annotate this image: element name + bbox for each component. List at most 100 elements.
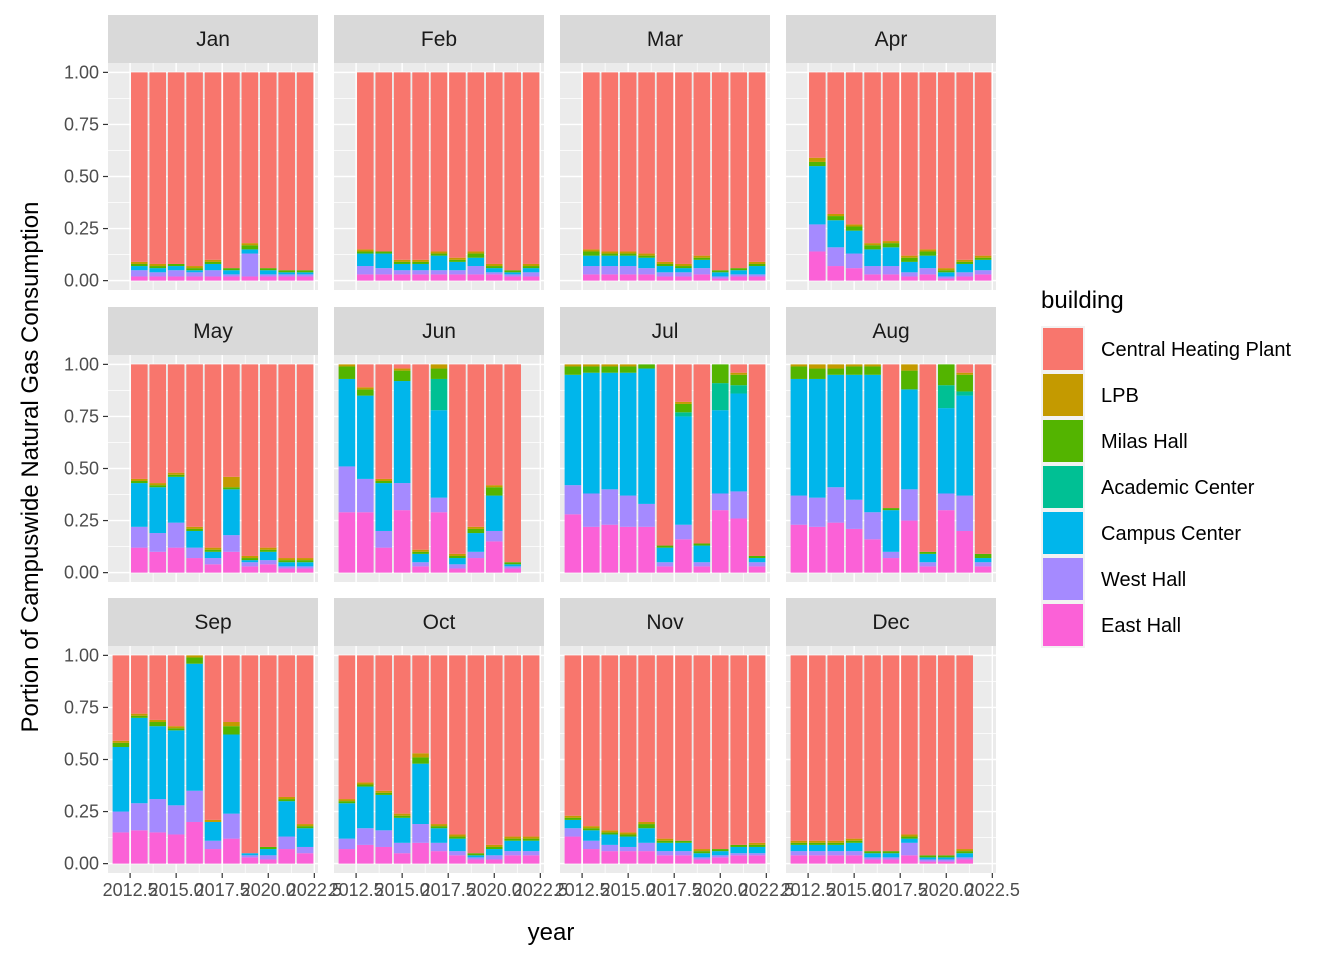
bar-segment-west-hall xyxy=(296,566,314,569)
bar-segment-west-hall xyxy=(430,270,448,275)
bar-segment-west-hall xyxy=(167,270,185,277)
bar-2014 xyxy=(827,72,845,281)
bar-2013 xyxy=(583,655,600,864)
bar-segment-west-hall xyxy=(711,276,729,279)
bar-2014 xyxy=(149,364,167,573)
bar-2014 xyxy=(601,72,619,281)
bar-segment-campus-center xyxy=(296,272,314,275)
bar-segment-lpb xyxy=(583,826,600,829)
legend-item-central-heating-plant: Central Heating Plant xyxy=(1041,326,1292,372)
bar-segment-milas-hall xyxy=(845,840,863,843)
bar-segment-west-hall xyxy=(430,842,448,852)
legend-key-swatch xyxy=(1043,466,1083,508)
bar-segment-west-hall xyxy=(901,842,918,856)
facet-strip xyxy=(560,598,770,646)
bar-segment-west-hall xyxy=(375,268,393,275)
bar-2019 xyxy=(919,364,937,573)
legend: building Central Heating Plant LPB Milas H… xyxy=(1041,287,1292,648)
bar-segment-campus-center xyxy=(131,266,148,271)
bar-segment-east-hall xyxy=(675,855,692,864)
bar-2022 xyxy=(522,72,540,281)
bar-segment-east-hall xyxy=(223,276,240,281)
bar-segment-east-hall xyxy=(919,861,937,864)
bar-segment-campus-center xyxy=(430,255,448,271)
bar-segment-central-heating-plant xyxy=(919,655,937,856)
bar-2013 xyxy=(809,364,826,573)
bar-segment-campus-center xyxy=(131,717,148,804)
bar-segment-milas-hall xyxy=(845,366,863,375)
bar-segment-east-hall xyxy=(901,276,918,281)
facet-strip-label: May xyxy=(193,320,233,343)
bar-2021 xyxy=(278,72,295,281)
bar-segment-campus-center xyxy=(296,562,314,567)
bar-segment-campus-center xyxy=(412,263,429,271)
bar-segment-lpb xyxy=(693,849,711,852)
bar-segment-milas-hall xyxy=(522,838,540,841)
bar-2012 xyxy=(338,364,356,573)
bar-2022 xyxy=(974,72,992,281)
bar-segment-west-hall xyxy=(204,558,222,565)
bar-segment-lpb xyxy=(656,838,674,841)
bar-segment-central-heating-plant xyxy=(919,72,937,250)
bar-segment-central-heating-plant xyxy=(412,364,429,550)
y-tick-label: 0.00 xyxy=(64,854,99,874)
facet-may: May xyxy=(108,307,318,582)
x-tick-label: 2020.0 xyxy=(693,880,748,900)
bar-segment-campus-center xyxy=(522,840,540,852)
bar-segment-lpb xyxy=(357,782,374,785)
bar-segment-central-heating-plant xyxy=(375,364,393,479)
bar-2020 xyxy=(259,364,277,573)
bar-segment-central-heating-plant xyxy=(522,72,540,264)
bar-segment-east-hall xyxy=(601,851,619,864)
bar-segment-west-hall xyxy=(901,489,918,521)
bar-segment-central-heating-plant xyxy=(583,655,600,827)
bar-2018 xyxy=(449,72,466,281)
bar-segment-central-heating-plant xyxy=(564,655,582,816)
y-tick-label: 0.50 xyxy=(64,750,99,770)
bar-segment-campus-center xyxy=(638,828,655,843)
bar-2022 xyxy=(296,364,314,573)
bar-segment-campus-center xyxy=(223,270,240,275)
bar-segment-west-hall xyxy=(485,272,503,275)
bar-segment-west-hall xyxy=(223,535,240,552)
bar-segment-lpb xyxy=(956,372,973,375)
legend-key-swatch xyxy=(1043,328,1083,370)
bar-segment-campus-center xyxy=(485,268,503,273)
bar-segment-west-hall xyxy=(393,270,411,275)
bar-segment-lpb xyxy=(790,364,808,367)
bar-segment-lpb xyxy=(730,372,747,375)
bar-segment-lpb xyxy=(278,558,295,561)
bar-segment-milas-hall xyxy=(338,801,356,804)
legend-key-swatch xyxy=(1043,512,1083,554)
bar-segment-central-heating-plant xyxy=(259,655,277,847)
bar-segment-campus-center xyxy=(204,263,222,271)
bar-segment-milas-hall xyxy=(278,270,295,273)
bar-segment-lpb xyxy=(827,213,845,217)
bar-segment-east-hall xyxy=(937,861,955,864)
bar-2017 xyxy=(430,72,448,281)
bar-segment-west-hall xyxy=(259,274,277,277)
bar-2017 xyxy=(204,364,222,573)
bar-segment-lpb xyxy=(449,553,466,556)
bar-segment-central-heating-plant xyxy=(149,72,167,264)
legend-item-east-hall: East Hall xyxy=(1041,602,1181,648)
bar-segment-central-heating-plant xyxy=(901,655,918,835)
bar-2012 xyxy=(790,364,808,573)
bar-segment-east-hall xyxy=(259,859,277,864)
facet-oct: Oct xyxy=(334,598,544,873)
bar-segment-east-hall xyxy=(522,855,540,864)
bar-segment-central-heating-plant xyxy=(467,72,485,252)
bar-segment-campus-center xyxy=(809,844,826,852)
bar-segment-east-hall xyxy=(430,512,448,573)
bar-segment-lpb xyxy=(241,243,259,246)
bar-segment-west-hall xyxy=(919,859,937,862)
bar-2013 xyxy=(583,364,600,573)
bar-segment-campus-center xyxy=(845,842,863,852)
bar-segment-central-heating-plant xyxy=(974,72,992,256)
bar-segment-central-heating-plant xyxy=(882,655,900,852)
bar-segment-milas-hall xyxy=(223,268,240,271)
bar-2015 xyxy=(619,655,637,864)
bar-2014 xyxy=(601,364,619,573)
bar-segment-milas-hall xyxy=(638,364,655,369)
